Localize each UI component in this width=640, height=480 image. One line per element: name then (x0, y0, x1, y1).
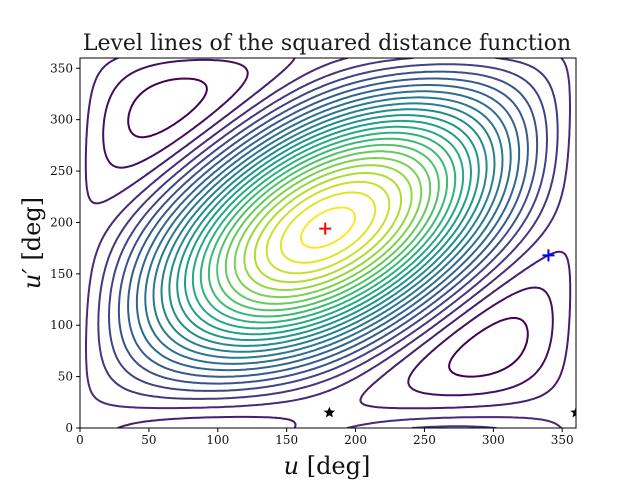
x-tick-label: 0 (76, 433, 84, 447)
contour-level (253, 172, 403, 284)
y-tick-label: 0 (65, 421, 73, 435)
contour-lines (84, 58, 572, 428)
axes-frame (79, 57, 577, 429)
contour-level (224, 150, 432, 305)
contour-level (243, 164, 413, 291)
x-tick-label: 200 (344, 433, 367, 447)
x-tick-label: 100 (206, 433, 229, 447)
x-tick-label: 150 (275, 433, 298, 447)
contour-level (144, 90, 512, 365)
y-ticks: 0 50 100 150 200 250 300 350 (50, 61, 80, 435)
contour-level (102, 58, 554, 397)
x-ticks: 0 50 100 150 200 250 300 350 (76, 428, 574, 447)
star-2-marker (570, 406, 576, 418)
red-plus-marker (319, 222, 332, 235)
contour-level (160, 102, 496, 353)
contour-level (199, 131, 457, 324)
y-tick-label: 200 (50, 215, 73, 229)
contour-level (152, 96, 504, 359)
contour-level (168, 108, 488, 347)
y-tick-label: 300 (50, 113, 73, 127)
contour-level (127, 77, 529, 378)
contour-level (207, 137, 449, 318)
y-tick-label: 50 (58, 370, 73, 384)
x-axis-label: u [deg] (284, 452, 371, 480)
chart-title: Level lines of the squared distance func… (83, 31, 571, 56)
contour-level (135, 84, 521, 372)
y-tick-label: 150 (50, 267, 73, 281)
x-tick-label: 250 (413, 433, 436, 447)
star-1-marker (323, 406, 336, 418)
contour-level (233, 157, 423, 299)
x-tick-label: 300 (482, 433, 505, 447)
x-tick-label: 50 (141, 433, 156, 447)
y-tick-label: 250 (50, 164, 73, 178)
contour-level (176, 114, 480, 342)
y-tick-label: 350 (50, 61, 73, 75)
y-axis-label: u′ [deg] (18, 197, 46, 289)
markers (319, 222, 576, 418)
contour-level (216, 143, 440, 312)
blue-plus-marker (542, 249, 555, 262)
contour-level (108, 63, 548, 392)
contour-level (191, 125, 465, 330)
contour-level (127, 77, 529, 378)
contour-level (279, 191, 377, 264)
x-tick-label: 350 (551, 433, 574, 447)
contour-level (184, 119, 472, 336)
contour-level (300, 206, 356, 249)
contour-level (265, 180, 391, 275)
contour-level (117, 70, 539, 385)
y-tick-label: 100 (50, 318, 73, 332)
